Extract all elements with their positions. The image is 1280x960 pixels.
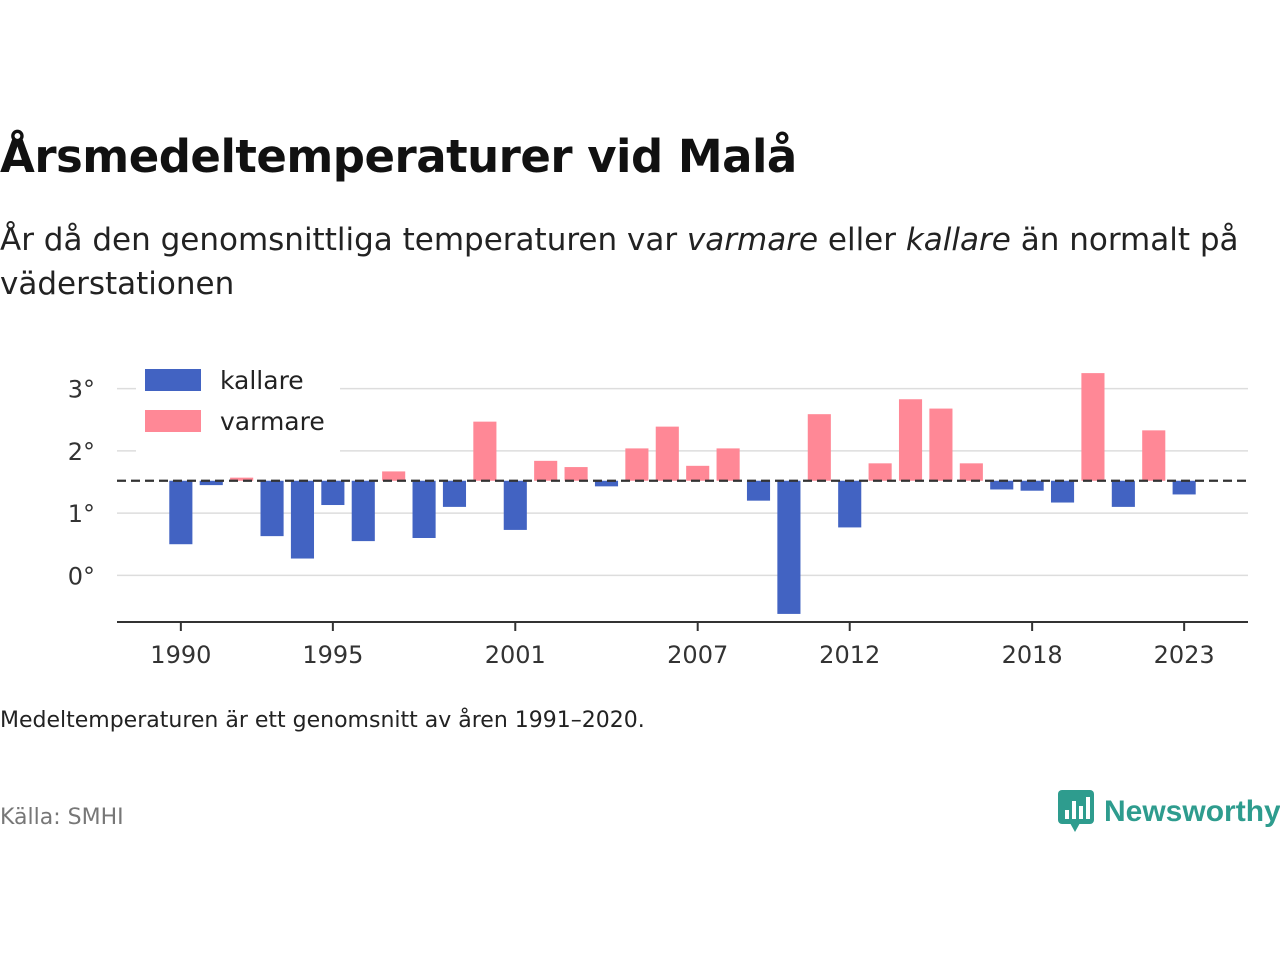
x-tick-label: 1995 bbox=[302, 641, 363, 669]
bar bbox=[382, 471, 406, 481]
subtitle-part2: eller bbox=[818, 222, 906, 258]
subtitle-part3: än normalt på väderstationen bbox=[0, 222, 1239, 302]
x-tick-label: 1990 bbox=[150, 641, 211, 669]
bar bbox=[351, 480, 375, 542]
source-label: Källa: SMHI bbox=[0, 805, 124, 830]
bar bbox=[260, 480, 284, 537]
bar bbox=[716, 448, 740, 481]
newsworthy-brand: Newsworthy bbox=[1058, 790, 1280, 834]
legend-label: varmare bbox=[220, 407, 325, 436]
bar bbox=[990, 480, 1014, 490]
bar bbox=[321, 480, 345, 506]
x-tick-label: 2001 bbox=[485, 641, 546, 669]
chart-note: Medeltemperaturen är ett genomsnitt av å… bbox=[0, 708, 645, 733]
y-tick-label: 1° bbox=[68, 500, 95, 528]
bar bbox=[503, 480, 527, 530]
bar bbox=[412, 480, 436, 538]
bar bbox=[564, 467, 588, 481]
bar bbox=[807, 414, 831, 481]
bar-chart: 0° 1° 2° 3° 1990 1995 2001 2007 2012 2018 2023 kall… bbox=[68, 358, 1248, 669]
bar bbox=[959, 463, 983, 481]
bar bbox=[534, 460, 558, 481]
bar bbox=[1111, 480, 1135, 507]
bar bbox=[442, 480, 467, 507]
bar bbox=[777, 480, 801, 614]
bar bbox=[655, 426, 679, 481]
legend-swatch bbox=[145, 369, 201, 391]
subtitle-warm-word: varmare bbox=[686, 222, 819, 258]
subtitle-cold-word: kallare bbox=[905, 222, 1011, 258]
brand-name: Newsworthy bbox=[1104, 795, 1280, 828]
bar bbox=[898, 399, 923, 481]
x-tick-label: 2007 bbox=[667, 641, 728, 669]
bar bbox=[868, 463, 892, 481]
bar bbox=[169, 480, 193, 545]
x-tick-label: 2023 bbox=[1154, 641, 1215, 669]
newsworthy-logo-icon bbox=[1058, 790, 1094, 832]
y-tick-label: 3° bbox=[68, 376, 95, 404]
subtitle-part1: År då den genomsnittliga temperaturen va… bbox=[0, 222, 687, 258]
bar bbox=[1172, 480, 1196, 495]
y-tick-label: 0° bbox=[68, 562, 95, 590]
chart-title: Årsmedeltemperaturer vid Malå bbox=[0, 130, 797, 183]
bar bbox=[1050, 480, 1075, 503]
bar bbox=[1142, 430, 1166, 481]
chart-subtitle: År då den genomsnittliga temperaturen va… bbox=[0, 218, 1270, 306]
bar bbox=[473, 421, 497, 481]
bar bbox=[686, 465, 710, 481]
bar bbox=[625, 448, 649, 481]
bar bbox=[230, 477, 254, 481]
x-tick-label: 2018 bbox=[1002, 641, 1063, 669]
x-tick-label: 2012 bbox=[819, 641, 880, 669]
bar bbox=[929, 408, 953, 481]
bar bbox=[594, 480, 619, 487]
bar bbox=[838, 480, 862, 528]
bar bbox=[1081, 373, 1105, 481]
bar bbox=[1020, 480, 1044, 491]
legend-swatch bbox=[145, 410, 201, 432]
legend-label: kallare bbox=[220, 366, 304, 395]
bar bbox=[199, 480, 223, 486]
bar bbox=[290, 480, 315, 559]
y-tick-label: 2° bbox=[68, 438, 95, 466]
bar bbox=[746, 480, 771, 501]
